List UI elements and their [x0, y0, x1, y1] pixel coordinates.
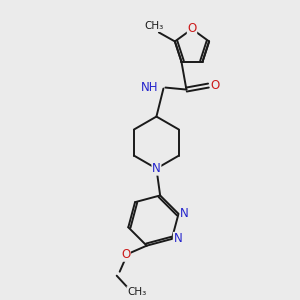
Text: N: N	[152, 162, 161, 175]
Text: CH₃: CH₃	[127, 287, 146, 297]
Text: NH: NH	[141, 81, 158, 94]
Text: O: O	[121, 248, 130, 261]
Text: O: O	[188, 22, 196, 35]
Text: N: N	[173, 232, 182, 245]
Text: CH₃: CH₃	[144, 21, 164, 32]
Text: O: O	[211, 79, 220, 92]
Text: N: N	[180, 207, 189, 220]
